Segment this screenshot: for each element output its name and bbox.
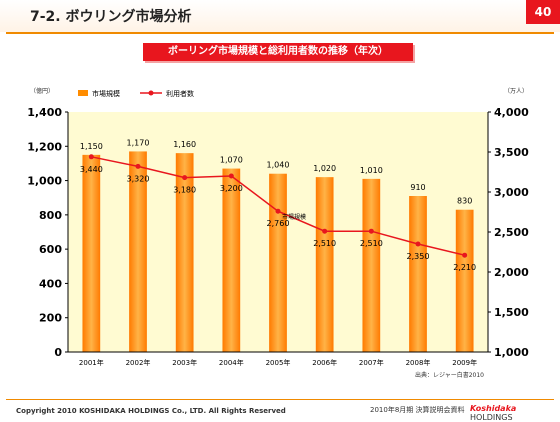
- bar-value-label: 1,160: [173, 140, 196, 149]
- right-tick-label: 2,500: [494, 226, 529, 239]
- left-tick-label: 800: [39, 209, 62, 222]
- footer-document-title: 2010年8月期 決算説明会資料: [370, 406, 465, 414]
- legend-line-marker: [148, 90, 154, 96]
- x-tick-label: 2008年: [406, 358, 431, 367]
- users-point-2001年: [88, 154, 94, 160]
- bar-2003年: [175, 153, 194, 352]
- bar-value-label: 1,070: [220, 156, 243, 165]
- users-point-2002年: [135, 163, 141, 169]
- right-tick-label: 3,000: [494, 186, 529, 199]
- x-tick-label: 2007年: [359, 358, 384, 367]
- x-tick-label: 2006年: [312, 358, 337, 367]
- bar-value-label: 1,150: [80, 142, 103, 151]
- line-value-label: 3,180: [173, 186, 196, 195]
- left-tick-label: 1,200: [27, 140, 62, 153]
- company-logo: Koshidaka HOLDINGS: [470, 404, 560, 422]
- line-value-label: 2,210: [453, 263, 476, 272]
- right-tick-label: 3,500: [494, 146, 529, 159]
- x-tick-label: 2009年: [452, 358, 477, 367]
- page-number: 40: [526, 0, 560, 24]
- copyright: Copyright 2010 KOSHIDAKA HOLDINGS Co., L…: [16, 407, 286, 415]
- x-tick-label: 2001年: [79, 358, 104, 367]
- bar-value-label: 910: [410, 183, 425, 192]
- left-tick-label: 400: [39, 277, 62, 290]
- bar-2004年: [222, 168, 241, 352]
- right-tick-label: 2,000: [494, 266, 529, 279]
- left-tick-label: 1,400: [27, 106, 62, 119]
- line-value-label: 2,350: [407, 252, 430, 261]
- legend-bar-label: 市場規模: [92, 89, 120, 98]
- legend-line-label: 利用者数: [166, 89, 194, 98]
- right-tick-label: 4,000: [494, 106, 529, 119]
- users-point-2006年: [322, 228, 328, 234]
- left-axis-unit: （億円）: [30, 88, 55, 95]
- source-note: 出典：レジャー白書2010: [415, 372, 484, 379]
- bar-value-label: 1,010: [360, 166, 383, 175]
- logo-suffix: HOLDINGS: [470, 413, 513, 422]
- header: 7-2. ボウリング市場分析: [0, 0, 560, 32]
- bar-2008年: [409, 196, 427, 352]
- bar-2001年: [82, 154, 101, 352]
- users-point-2005年: [275, 208, 281, 214]
- page-title: 7-2. ボウリング市場分析: [30, 9, 192, 25]
- chart-annotation: 市場規模: [282, 213, 306, 221]
- users-point-2009年: [462, 252, 468, 258]
- users-point-2004年: [228, 173, 234, 179]
- right-tick-label: 1,500: [494, 306, 529, 319]
- left-tick-label: 0: [54, 346, 62, 359]
- right-tick-label: 1,000: [494, 346, 529, 359]
- line-value-label: 3,320: [127, 174, 150, 183]
- line-value-label: 3,440: [80, 165, 103, 174]
- line-value-label: 2,510: [360, 239, 383, 248]
- bar-2005年: [269, 173, 287, 352]
- x-tick-label: 2004年: [219, 358, 244, 367]
- line-value-label: 2,760: [267, 219, 290, 228]
- right-axis-unit: （万人）: [504, 88, 529, 95]
- x-tick-label: 2003年: [172, 358, 197, 367]
- header-divider: [6, 32, 554, 34]
- bar-value-label: 1,020: [313, 164, 336, 173]
- users-point-2003年: [182, 175, 188, 181]
- bar-2009年: [455, 209, 474, 352]
- x-tick-label: 2005年: [266, 358, 291, 367]
- bar-2007年: [362, 178, 381, 352]
- bar-2006年: [315, 177, 334, 352]
- line-value-label: 2,510: [313, 239, 336, 248]
- legend-bar-swatch: [78, 90, 88, 96]
- bar-value-label: 830: [457, 197, 472, 206]
- users-point-2008年: [415, 241, 421, 247]
- chart-subtitle: ボーリング市場規模と総利用者数の推移（年次）: [143, 43, 413, 61]
- line-value-label: 3,200: [220, 184, 243, 193]
- logo-brand: Koshidaka: [470, 404, 517, 413]
- bar-2002年: [129, 151, 147, 352]
- x-tick-label: 2002年: [126, 358, 151, 367]
- bar-value-label: 1,040: [267, 161, 290, 170]
- footer-divider: [6, 399, 554, 400]
- bar-value-label: 1,170: [127, 138, 150, 147]
- left-tick-label: 200: [39, 312, 62, 325]
- users-point-2007年: [368, 228, 374, 234]
- left-tick-label: 1,000: [27, 175, 62, 188]
- left-tick-label: 600: [39, 243, 62, 256]
